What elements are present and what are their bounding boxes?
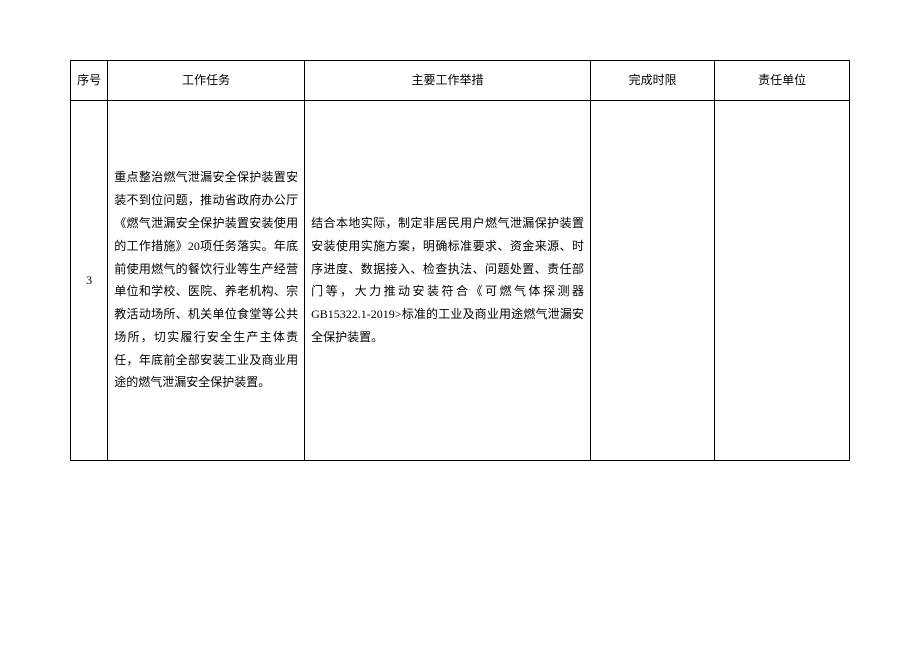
work-task-table: 序号 工作任务 主要工作举措 完成时限 责任单位 3 重点整治燃气泄漏安全保护装… xyxy=(70,60,850,461)
header-deadline: 完成时限 xyxy=(591,61,715,101)
cell-task: 重点整治燃气泄漏安全保护装置安装不到位问题，推动省政府办公厅《燃气泄漏安全保护装… xyxy=(108,100,305,460)
cell-measure: 结合本地实际，制定非居民用户燃气泄漏保护装置安装使用实施方案，明确标准要求、资金… xyxy=(305,100,591,460)
table-row: 3 重点整治燃气泄漏安全保护装置安装不到位问题，推动省政府办公厅《燃气泄漏安全保… xyxy=(71,100,850,460)
header-seq: 序号 xyxy=(71,61,108,101)
table-header: 序号 工作任务 主要工作举措 完成时限 责任单位 xyxy=(71,61,850,101)
cell-seq: 3 xyxy=(71,100,108,460)
cell-unit xyxy=(715,100,850,460)
header-unit: 责任单位 xyxy=(715,61,850,101)
header-measure: 主要工作举措 xyxy=(305,61,591,101)
cell-deadline xyxy=(591,100,715,460)
header-row: 序号 工作任务 主要工作举措 完成时限 责任单位 xyxy=(71,61,850,101)
header-task: 工作任务 xyxy=(108,61,305,101)
table-body: 3 重点整治燃气泄漏安全保护装置安装不到位问题，推动省政府办公厅《燃气泄漏安全保… xyxy=(71,100,850,460)
